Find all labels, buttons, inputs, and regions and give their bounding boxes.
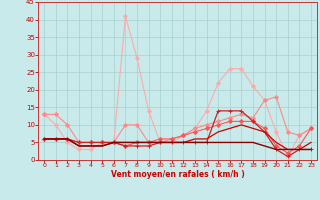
X-axis label: Vent moyen/en rafales ( km/h ): Vent moyen/en rafales ( km/h ) xyxy=(111,170,244,179)
